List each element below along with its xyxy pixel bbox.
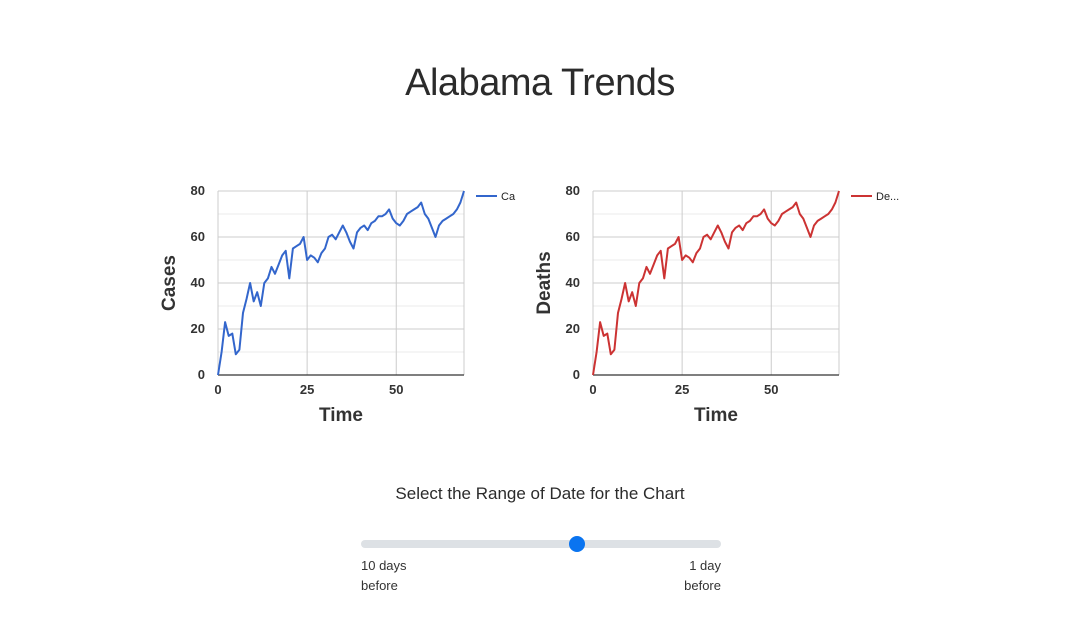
deaths-chart-svg: 0 20 40 60 80 0 25 50 Time Deaths De...	[534, 183, 899, 426]
slider-min-label: 10 days before	[361, 556, 441, 596]
legend-label: Ca	[501, 191, 516, 203]
y-axis-title: Cases	[159, 255, 180, 311]
slider-max-label-line2: before	[684, 578, 721, 593]
slider-title: Select the Range of Date for the Chart	[395, 484, 685, 503]
x-tick-label: 0	[589, 382, 596, 397]
date-range-slider-track[interactable]	[361, 540, 721, 548]
legend-label: De...	[876, 191, 899, 203]
slider-min-label-line2: before	[361, 578, 398, 593]
x-tick-label: 25	[300, 382, 314, 397]
cases-chart-svg: 0 20 40 60 80 0 25 50 Time Cases Ca	[159, 183, 516, 426]
page-title: Alabama Trends	[405, 62, 675, 104]
deaths-chart: 0 20 40 60 80 0 25 50 Time Deaths De...	[525, 170, 905, 440]
x-tick-label: 50	[764, 382, 778, 397]
x-tick-label: 50	[389, 382, 403, 397]
y-tick-label: 20	[191, 321, 205, 336]
date-range-slider-thumb[interactable]	[569, 536, 585, 552]
y-tick-label: 40	[191, 275, 205, 290]
y-tick-label: 60	[191, 229, 205, 244]
y-axis-title: Deaths	[534, 251, 555, 314]
y-tick-label: 0	[198, 367, 205, 382]
slider-max-label: 1 day before	[641, 556, 721, 596]
cases-chart: 0 20 40 60 80 0 25 50 Time Cases Ca	[150, 170, 530, 440]
y-tick-label: 40	[566, 275, 580, 290]
y-tick-label: 60	[566, 229, 580, 244]
x-tick-label: 25	[675, 382, 689, 397]
y-tick-label: 80	[566, 183, 580, 198]
x-tick-label: 0	[214, 382, 221, 397]
slider-max-label-line1: 1 day	[689, 558, 721, 573]
slider-min-label-line1: 10 days	[361, 558, 407, 573]
series-line	[592, 190, 840, 376]
x-axis-title: Time	[319, 405, 363, 426]
series-line	[217, 190, 465, 376]
y-tick-label: 80	[191, 183, 205, 198]
x-axis-title: Time	[694, 405, 738, 426]
y-tick-label: 20	[566, 321, 580, 336]
y-tick-label: 0	[573, 367, 580, 382]
